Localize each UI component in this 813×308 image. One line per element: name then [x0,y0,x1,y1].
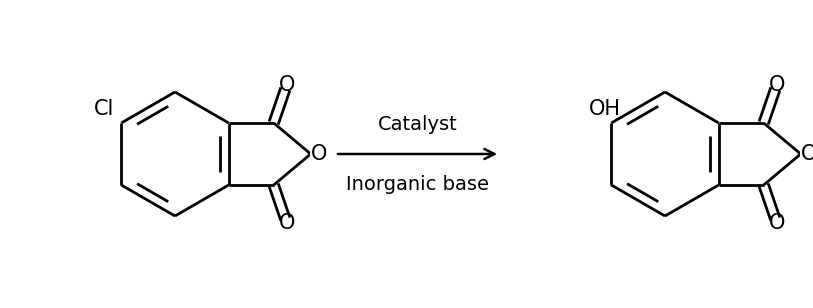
Text: O: O [278,213,295,233]
Text: O: O [768,213,785,233]
Text: O: O [311,144,328,164]
Text: O: O [768,75,785,95]
Text: O: O [801,144,813,164]
Text: Inorganic base: Inorganic base [346,175,489,193]
Text: Cl: Cl [94,99,115,119]
Text: OH: OH [589,99,620,119]
Text: O: O [278,75,295,95]
Text: Catalyst: Catalyst [377,115,458,133]
